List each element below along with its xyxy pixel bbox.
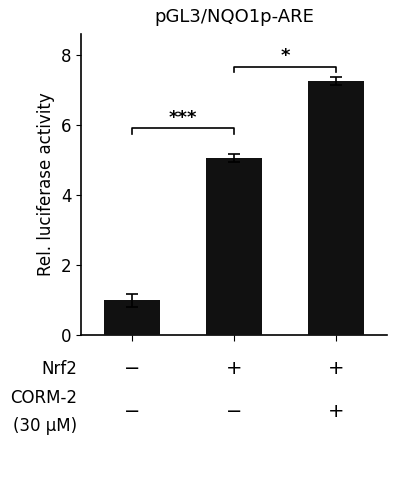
Bar [104, 300, 160, 335]
Text: CORM-2: CORM-2 [10, 388, 77, 407]
Text: ***: *** [169, 109, 197, 127]
Bar [206, 158, 262, 335]
Text: (30 μM): (30 μM) [13, 417, 77, 435]
Bar [308, 81, 364, 335]
Text: −: − [124, 402, 140, 422]
Text: +: + [226, 359, 242, 378]
Text: −: − [124, 359, 140, 378]
Y-axis label: Rel. luciferase activity: Rel. luciferase activity [37, 92, 55, 276]
Text: Nrf2: Nrf2 [42, 360, 77, 378]
Text: +: + [328, 359, 344, 378]
Text: −: − [226, 402, 242, 422]
Text: +: + [328, 402, 344, 422]
Title: pGL3/NQO1p-ARE: pGL3/NQO1p-ARE [154, 9, 314, 26]
Text: *: * [280, 47, 290, 66]
